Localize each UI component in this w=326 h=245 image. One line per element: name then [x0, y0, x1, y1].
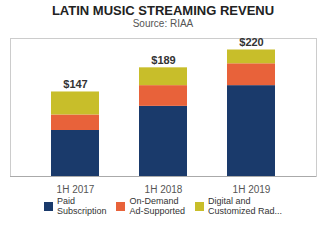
html-text:On-Demand Ad-Supported: On-Demand Ad-Supported: [129, 196, 185, 216]
svg-text:$147: $147: [63, 78, 87, 90]
html-text:Source: RIAA: Source: RIAA: [132, 18, 194, 29]
html-text:Paid Subscription: Paid Subscription: [56, 196, 107, 216]
svg-text:$189: $189: [151, 54, 175, 66]
svg-text:1H 2017: 1H 2017: [57, 184, 95, 195]
svg-text:1H 2018: 1H 2018: [145, 184, 183, 195]
html-text:Digital and Customized Rad...: Digital and Customized Rad...: [208, 196, 282, 216]
svg-text:$220: $220: [239, 36, 263, 48]
html-text:LATIN MUSIC STREAMING REVENU: LATIN MUSIC STREAMING REVENU: [51, 3, 275, 18]
svg-text:1H 2019: 1H 2019: [233, 184, 271, 195]
